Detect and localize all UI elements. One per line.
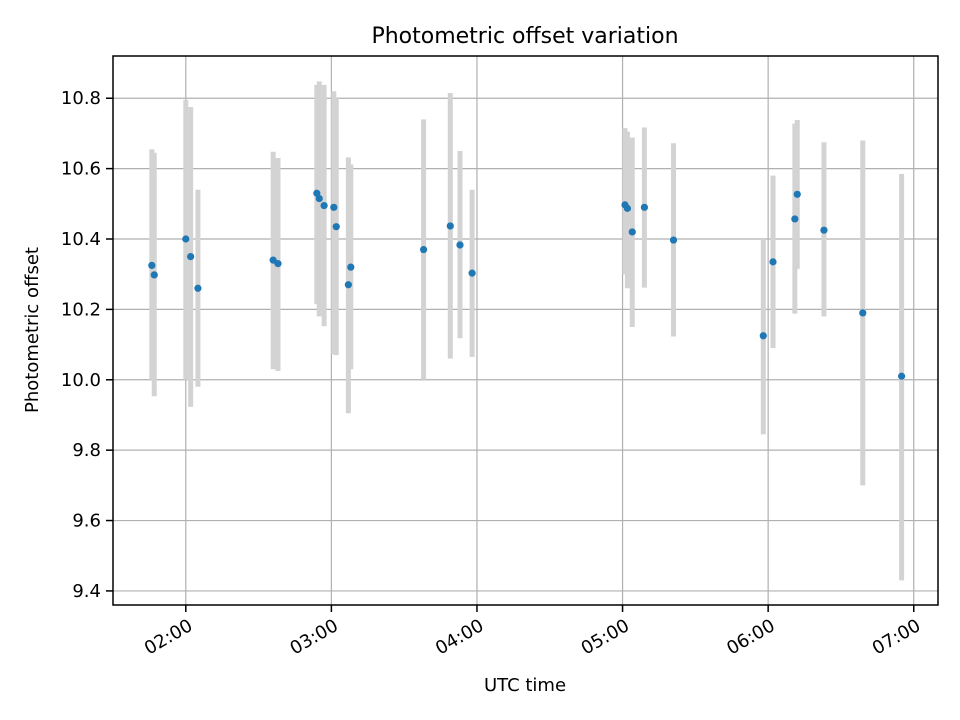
data-point (344, 281, 352, 289)
data-point (669, 236, 678, 244)
y-axis-label: Photometric offset (22, 247, 43, 413)
y-tick-label: 10.0 (61, 370, 101, 391)
y-tick-label: 9.4 (72, 581, 101, 602)
data-point (274, 260, 282, 268)
data-point (320, 201, 328, 210)
data-point (628, 228, 636, 236)
x-tick-label: 06:00 (723, 615, 778, 659)
data-point (791, 215, 799, 223)
data-points (148, 189, 906, 380)
data-point (820, 226, 828, 234)
x-axis-label: UTC time (484, 675, 566, 696)
data-point (898, 372, 906, 380)
x-tick-label: 04:00 (432, 615, 487, 659)
data-point (759, 332, 767, 340)
y-tick-label: 10.6 (61, 159, 101, 180)
data-point (446, 222, 454, 230)
plot-frame (112, 55, 939, 606)
data-point (150, 271, 158, 279)
y-tick-label: 9.8 (72, 440, 101, 461)
data-point (468, 269, 476, 277)
grid (113, 56, 938, 605)
data-point (456, 241, 464, 249)
data-point (187, 252, 195, 261)
data-point (315, 194, 323, 203)
y-tick-label: 10.8 (61, 88, 101, 109)
x-tick-label: 02:00 (141, 615, 196, 659)
data-point (347, 263, 355, 271)
data-point (769, 258, 777, 266)
chart-title: Photometric offset variation (371, 24, 678, 49)
data-point (330, 203, 338, 211)
data-point (194, 284, 202, 292)
data-point (859, 309, 867, 317)
x-tick-label: 07:00 (869, 615, 924, 659)
y-tick-label: 10.4 (61, 229, 101, 250)
data-point (623, 204, 632, 212)
data-point (793, 190, 801, 198)
data-point (182, 235, 190, 243)
x-tick-label: 03:00 (286, 615, 341, 659)
error-bars (149, 81, 905, 581)
data-point (332, 223, 340, 231)
data-point (640, 203, 648, 211)
y-tick-label: 10.2 (61, 299, 101, 320)
data-point (419, 245, 428, 254)
data-point (148, 261, 156, 269)
y-tick-label: 9.6 (72, 511, 101, 532)
x-tick-label: 05:00 (578, 615, 633, 659)
